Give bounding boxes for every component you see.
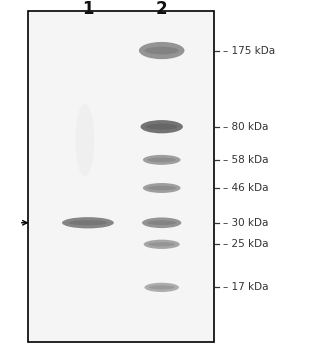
Text: – 175 kDa: – 175 kDa xyxy=(223,46,275,55)
Text: – 46 kDa: – 46 kDa xyxy=(223,183,268,193)
Text: – 80 kDa: – 80 kDa xyxy=(223,122,268,132)
Ellipse shape xyxy=(148,186,176,190)
Ellipse shape xyxy=(146,124,178,130)
Text: – 25 kDa: – 25 kDa xyxy=(223,239,268,249)
Ellipse shape xyxy=(75,104,94,176)
Text: – 58 kDa: – 58 kDa xyxy=(223,155,268,165)
Ellipse shape xyxy=(145,47,179,54)
Ellipse shape xyxy=(62,217,114,228)
Ellipse shape xyxy=(144,240,180,249)
Ellipse shape xyxy=(143,183,181,193)
Ellipse shape xyxy=(149,285,175,289)
Ellipse shape xyxy=(139,42,185,59)
Text: – 17 kDa: – 17 kDa xyxy=(223,282,268,292)
Text: 2: 2 xyxy=(156,0,168,18)
Ellipse shape xyxy=(147,220,176,225)
Text: 1: 1 xyxy=(82,0,94,18)
Text: – 30 kDa: – 30 kDa xyxy=(223,218,268,228)
Ellipse shape xyxy=(68,220,107,225)
Ellipse shape xyxy=(143,155,181,165)
Ellipse shape xyxy=(142,217,181,228)
Ellipse shape xyxy=(141,120,183,133)
Ellipse shape xyxy=(148,158,176,162)
Ellipse shape xyxy=(148,242,175,246)
Ellipse shape xyxy=(144,283,179,292)
Bar xyxy=(28,11,214,342)
